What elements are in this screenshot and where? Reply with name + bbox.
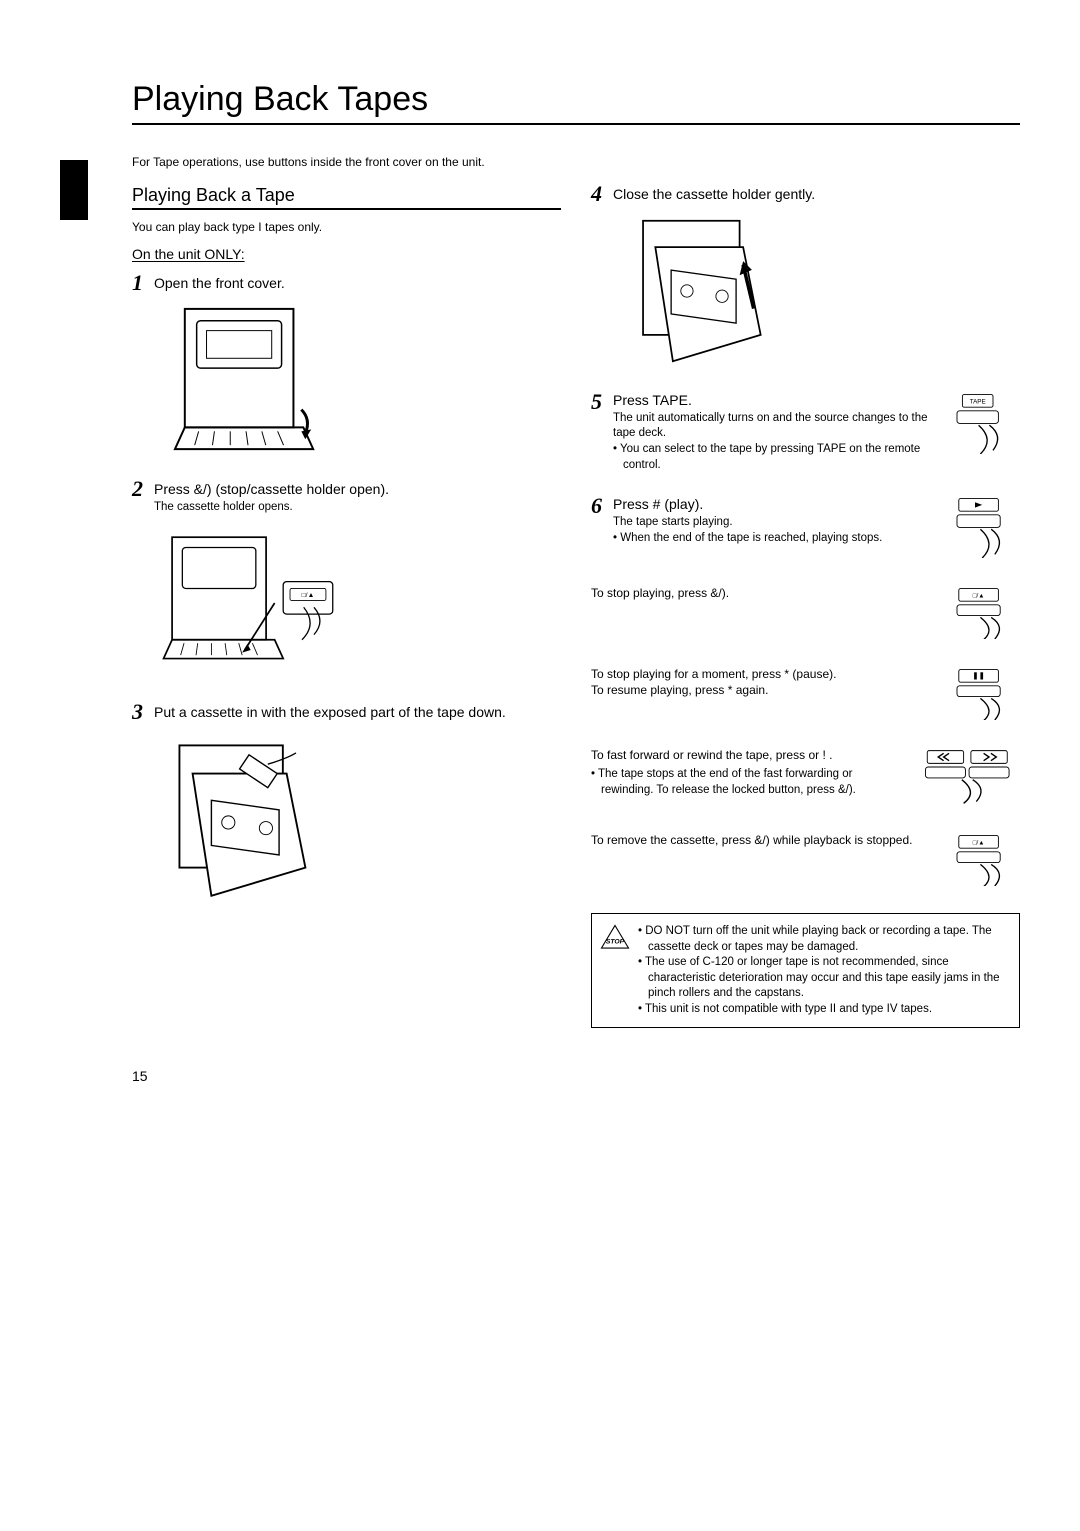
step-4-text: Close the cassette holder gently.	[613, 185, 1020, 203]
remove-button-illustration: □/▲	[948, 832, 1020, 891]
title-rule	[132, 123, 1020, 125]
warning-box: STOP • DO NOT turn off the unit while pl…	[591, 913, 1020, 1028]
eject-button-icon: □/▲	[948, 832, 1020, 886]
step-2-illustration: □/▲	[154, 523, 561, 683]
svg-text:□/▲: □/▲	[973, 840, 985, 847]
step-3: 3 Put a cassette in with the exposed par…	[132, 703, 561, 721]
side-tab	[60, 160, 88, 220]
svg-text:□/▲: □/▲	[302, 593, 315, 600]
step-6-bullet: • When the end of the tape is reached, p…	[613, 531, 934, 547]
step-6: 6 Press # (play).	[591, 495, 934, 513]
step-1-illustration	[154, 300, 561, 460]
step-6-text: Press # (play).	[613, 495, 934, 513]
page-number: 15	[132, 1068, 1020, 1084]
intro-text: For Tape operations, use buttons inside …	[132, 155, 1020, 171]
ffrew-button-icon	[920, 747, 1020, 805]
step-3-number: 3	[132, 699, 143, 725]
warning-stop-icon: STOP	[600, 924, 630, 954]
stop-button-illustration: □/▲	[948, 585, 1020, 644]
step-4: 4 Close the cassette holder gently.	[591, 185, 1020, 203]
pause-line1: To stop playing for a moment, press * (p…	[591, 667, 836, 681]
ff-line2: or ! .	[808, 748, 832, 762]
unit-only-label: On the unit ONLY:	[132, 246, 561, 262]
ff-bullet: • The tape stops at the end of the fast …	[591, 767, 906, 798]
section-title: Playing Back a Tape	[132, 185, 561, 210]
pause-line2: To resume playing, press * again.	[591, 683, 768, 697]
right-column: 4 Close the cassette holder gently. 5	[591, 185, 1020, 1029]
step-3-text: Put a cassette in with the exposed part …	[154, 703, 561, 721]
svg-text:STOP: STOP	[606, 939, 625, 946]
step-5-text: Press TAPE.	[613, 391, 934, 409]
svg-text:□/▲: □/▲	[973, 593, 985, 600]
stop-text: To stop playing, press &/).	[591, 585, 934, 601]
step-4-illustration	[613, 211, 1020, 371]
step-1: 1 Open the front cover.	[132, 274, 561, 292]
step-2-number: 2	[132, 476, 143, 502]
warning-b2: • The use of C-120 or longer tape is not…	[638, 955, 1007, 1002]
cassette-unit-icon	[155, 301, 343, 459]
tape-button-icon: TAPE	[948, 391, 1020, 454]
step-3-illustration	[154, 730, 561, 930]
remove-text: To remove the cassette, press &/) while …	[591, 832, 934, 848]
warning-b1: • DO NOT turn off the unit while playing…	[638, 924, 1007, 955]
ff-text: To fast forward or rewind the tape, pres…	[591, 747, 906, 798]
step-4-number: 4	[591, 181, 602, 207]
pause-button-illustration	[948, 666, 1020, 725]
pause-text: To stop playing for a moment, press * (p…	[591, 666, 934, 698]
step-2-text: Press &/) (stop/cassette holder open).	[154, 480, 561, 498]
cassette-close-icon	[614, 212, 802, 370]
cassette-insert-icon	[155, 731, 343, 929]
left-column: Playing Back a Tape You can play back ty…	[132, 185, 561, 1029]
step-5: 5 Press TAPE.	[591, 391, 934, 409]
step-6-number: 6	[591, 491, 602, 521]
cassette-open-icon: □/▲	[155, 524, 343, 682]
tape-button-illustration: TAPE	[948, 391, 1020, 459]
step-1-text: Open the front cover.	[154, 274, 561, 292]
svg-text:TAPE: TAPE	[970, 398, 986, 405]
stop-button-icon: □/▲	[948, 585, 1020, 639]
step-2: 2 Press &/) (stop/cassette holder open).…	[132, 480, 561, 516]
ff-rew-button-illustration	[920, 747, 1020, 810]
warning-b3: • This unit is not compatible with type …	[638, 1002, 1007, 1018]
step-2-note: The cassette holder opens.	[154, 500, 561, 516]
ff-line1: To fast forward or rewind the tape, pres…	[591, 748, 805, 762]
step-5-number: 5	[591, 387, 602, 417]
page-title: Playing Back Tapes	[132, 80, 1020, 119]
play-button-icon	[948, 495, 1020, 558]
step-1-number: 1	[132, 270, 143, 296]
step-5-note: The unit automatically turns on and the …	[613, 411, 934, 442]
pause-button-icon	[948, 666, 1020, 720]
section-note: You can play back type I tapes only.	[132, 220, 561, 234]
step-5-bullet: • You can select to the tape by pressing…	[613, 442, 934, 473]
step-6-note: The tape starts playing.	[613, 515, 934, 531]
play-button-illustration	[948, 495, 1020, 563]
